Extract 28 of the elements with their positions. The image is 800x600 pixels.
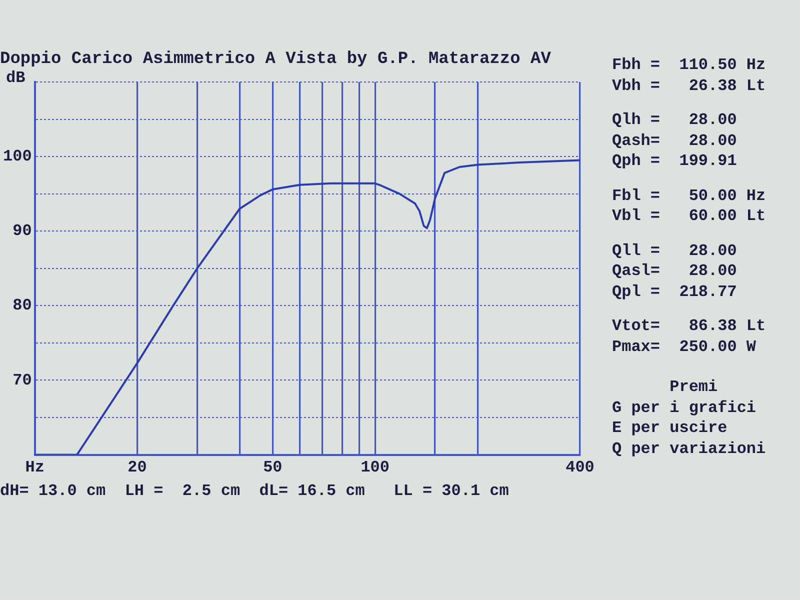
text: Qash= 28.00 [612,130,738,151]
text: dH= 13.0 cm LH = 2.5 cm dL= 16.5 cm LL = 30.1 cm [0,482,509,500]
text: Vbh = 26.38 Lt [612,76,766,96]
text: Vbl = 60.00 Lt [612,206,766,226]
text: Qasl= 28.00 [612,261,738,282]
text: Qpl = 218.77 [612,282,738,302]
chart-title: Doppio Carico Asimmetrico A Vista by G.P. Matarazzo AV [0,50,551,69]
x-tick-label: Hz [25,458,44,476]
text: Premi [668,377,719,398]
text: Qlh = 28.00 [612,110,738,130]
text: Fbh = 110.50 Hz [612,55,766,76]
text: Vtot= 86.38 Lt [612,316,766,336]
y-tick-label: 100 [2,148,32,166]
x-tick-label: 100 [360,458,390,476]
y-tick-label: 80 [12,296,32,315]
text: Qph = 199.91 [612,151,738,172]
text: Fbl = 50.00 Hz [612,186,766,206]
y-axis-title: dB [6,69,26,88]
text: Qll = 28.00 [612,240,738,261]
x-tick-label: 400 [566,458,594,476]
y-tick-label: 90 [12,222,32,240]
text: Pmax= 250.00 W [612,336,758,357]
text: G per i grafici [612,398,758,418]
y-tick-label: 70 [12,371,32,390]
x-tick-label: 50 [263,458,282,476]
x-tick-label: 20 [128,458,147,476]
text: Q per variazioni [612,438,766,459]
text: E per uscire [612,418,728,438]
